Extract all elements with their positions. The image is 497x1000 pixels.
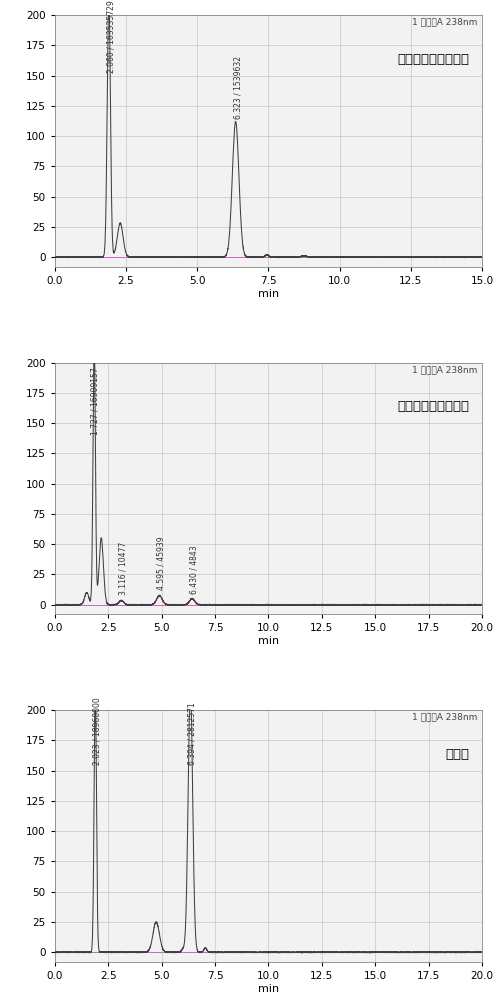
- Text: 1 检测器A 238nm: 1 检测器A 238nm: [413, 18, 478, 27]
- Text: 6.323 / 1539632: 6.323 / 1539632: [233, 56, 242, 119]
- Text: 6.430 / 4843: 6.430 / 4843: [189, 545, 198, 594]
- X-axis label: min: min: [258, 984, 279, 994]
- Text: 对照：加入灭活酶液: 对照：加入灭活酶液: [397, 53, 469, 66]
- Text: 4.595 / 45939: 4.595 / 45939: [157, 537, 166, 590]
- X-axis label: min: min: [258, 636, 279, 646]
- Text: 6.394 / 2812571: 6.394 / 2812571: [187, 702, 196, 765]
- Text: 标准品: 标准品: [445, 748, 469, 761]
- Text: 2.023 / 18960000: 2.023 / 18960000: [92, 697, 101, 765]
- Text: 2.060 / 163535729: 2.060 / 163535729: [106, 0, 115, 73]
- Text: 3.116 / 10477: 3.116 / 10477: [118, 542, 127, 595]
- Text: 1.727 / 16909157: 1.727 / 16909157: [91, 367, 100, 435]
- Text: 1 检测器A 238nm: 1 检测器A 238nm: [413, 713, 478, 722]
- Text: 1 检测器A 238nm: 1 检测器A 238nm: [413, 365, 478, 374]
- X-axis label: min: min: [258, 289, 279, 299]
- Text: 样品：加入活性酶液: 样品：加入活性酶液: [397, 400, 469, 413]
